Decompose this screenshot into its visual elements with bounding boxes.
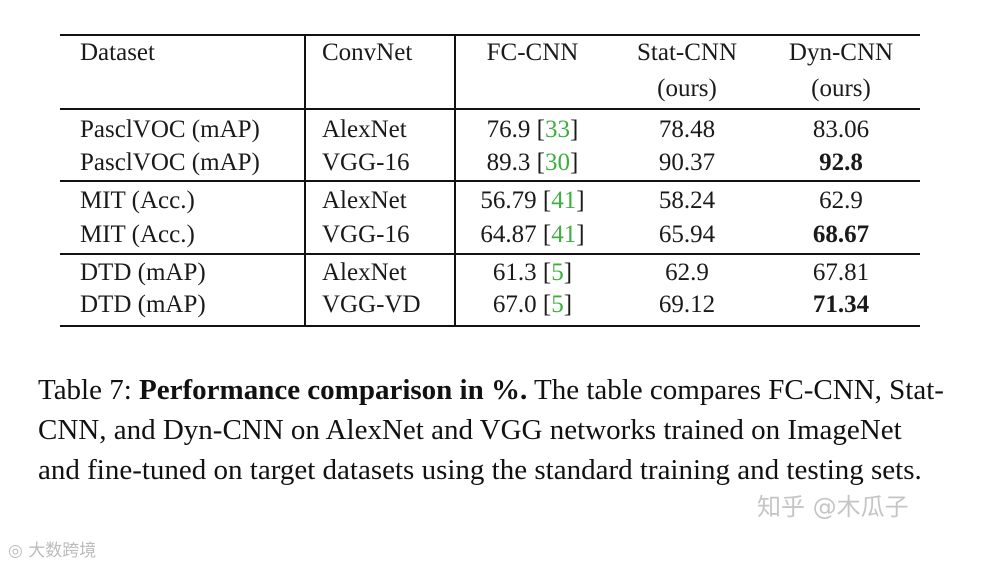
table-caption: Table 7: Performance comparison in %. Th… [38, 370, 948, 490]
row-3-dataset: MIT (Acc.) [80, 221, 195, 248]
row-5-fc-cnn: 67.0 [5] [492, 291, 573, 318]
row-2-fc-cnn: 56.79 [41] [480, 187, 585, 214]
logo-icon: ◎ [8, 541, 23, 561]
citation-link[interactable]: 5 [551, 291, 564, 318]
header-dyn-cnn: Dyn-CNN [788, 39, 894, 66]
caption-label: Table 7: [38, 374, 132, 406]
row-4-convnet: AlexNet [322, 259, 407, 286]
group-rule-2 [60, 253, 920, 255]
zhihu-watermark: 知乎 @木瓜子 [757, 493, 909, 521]
citation-link[interactable]: 33 [545, 116, 570, 143]
row-2-convnet: AlexNet [322, 187, 407, 214]
row-4-stat-cnn: 62.9 [665, 259, 709, 286]
header-dyn-cnn-sub: (ours) [811, 75, 871, 102]
row-0-dataset: PasclVOC (mAP) [80, 116, 260, 143]
logo-text: 大数跨境 [28, 541, 97, 561]
logo-watermark: ◎ 大数跨境 [8, 536, 96, 561]
row-1-dataset: PasclVOC (mAP) [80, 149, 260, 176]
row-3-fc-cnn: 64.87 [41] [480, 221, 585, 248]
row-3-dyn-cnn: 68.67 [812, 221, 870, 248]
header-dataset: Dataset [80, 39, 155, 66]
header-stat-cnn: Stat-CNN [637, 39, 737, 66]
row-3-stat-cnn: 65.94 [658, 221, 716, 248]
table-top-rule [60, 34, 920, 36]
citation-link[interactable]: 5 [551, 259, 564, 286]
results-table: Dataset ConvNet FC-CNN Stat-CNN (ours) D… [60, 34, 920, 327]
row-1-dyn-cnn: 92.8 [819, 149, 863, 176]
column-divider-2 [454, 34, 456, 327]
header-convnet: ConvNet [322, 39, 413, 66]
row-5-dyn-cnn: 71.34 [812, 291, 870, 318]
header-rule [60, 108, 920, 110]
row-5-dataset: DTD (mAP) [80, 291, 206, 318]
citation-link[interactable]: 41 [551, 187, 577, 214]
caption-text: The table compares FC-CNN, Stat-CNN, and… [38, 374, 944, 486]
caption-lead: Performance comparison in %. [139, 374, 528, 406]
row-1-convnet: VGG-16 [322, 149, 410, 176]
row-4-dataset: DTD (mAP) [80, 259, 206, 286]
row-4-dyn-cnn: 67.81 [812, 259, 870, 286]
row-0-fc-cnn: 76.9 [33] [486, 116, 579, 143]
column-divider-1 [304, 34, 306, 327]
row-3-convnet: VGG-16 [322, 221, 410, 248]
group-rule-1 [60, 180, 920, 182]
row-0-stat-cnn: 78.48 [658, 116, 716, 143]
row-4-fc-cnn: 61.3 [5] [492, 259, 573, 286]
table-bottom-rule [60, 325, 920, 327]
row-5-convnet: VGG-VD [322, 291, 421, 318]
row-0-convnet: AlexNet [322, 116, 407, 143]
header-stat-cnn-sub: (ours) [657, 75, 717, 102]
row-1-stat-cnn: 90.37 [658, 149, 716, 176]
row-2-dataset: MIT (Acc.) [80, 187, 195, 214]
row-0-dyn-cnn: 83.06 [812, 116, 870, 143]
citation-link[interactable]: 30 [545, 149, 570, 176]
row-5-stat-cnn: 69.12 [658, 291, 716, 318]
row-2-stat-cnn: 58.24 [658, 187, 716, 214]
row-2-dyn-cnn: 62.9 [819, 187, 863, 214]
citation-link[interactable]: 41 [551, 221, 577, 248]
header-fc-cnn: FC-CNN [486, 39, 579, 66]
row-1-fc-cnn: 89.3 [30] [486, 149, 579, 176]
